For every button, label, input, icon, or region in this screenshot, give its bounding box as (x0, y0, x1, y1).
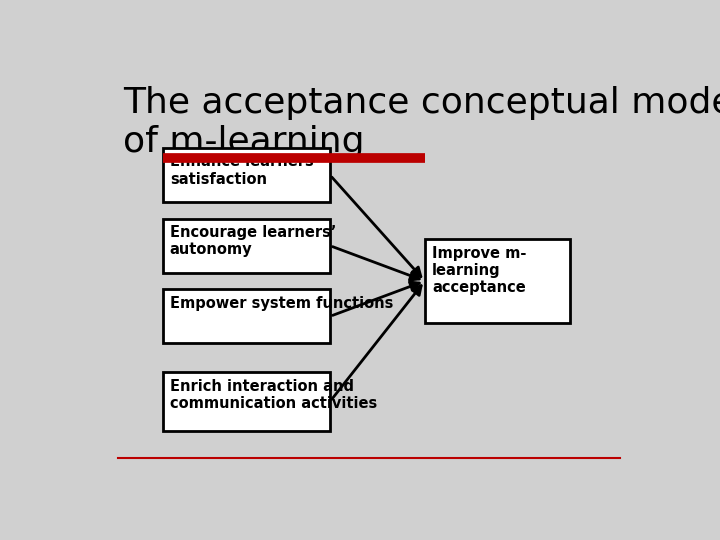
Bar (163, 148, 330, 202)
Text: The acceptance conceptual model: The acceptance conceptual model (124, 85, 720, 119)
Text: Empower system functions: Empower system functions (170, 295, 393, 310)
Text: Encourage learners’
autonomy: Encourage learners’ autonomy (170, 225, 336, 257)
Bar (163, 219, 330, 273)
Bar (163, 373, 330, 431)
Text: Improve m-
learning
acceptance: Improve m- learning acceptance (432, 246, 526, 295)
Bar (425, 239, 570, 322)
Text: Enhance learners’
satisfaction: Enhance learners’ satisfaction (170, 154, 319, 187)
Bar (163, 289, 330, 343)
Text: Enrich interaction and
communication activities: Enrich interaction and communication act… (170, 379, 377, 411)
Text: of m-learning: of m-learning (124, 125, 365, 159)
